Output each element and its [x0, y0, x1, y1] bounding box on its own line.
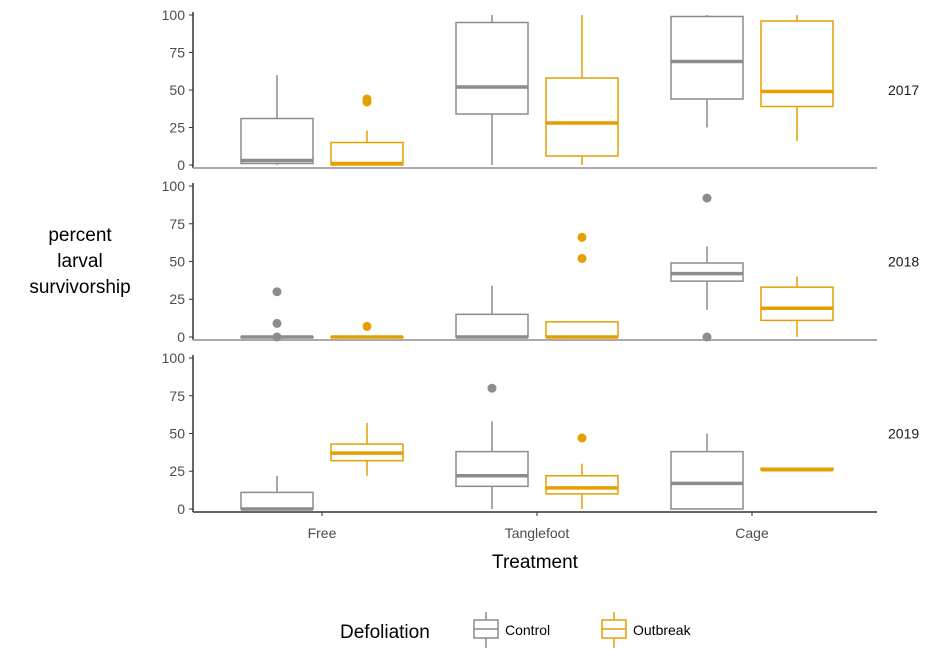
- outlier-point: [362, 321, 372, 331]
- outlier-point: [577, 232, 587, 242]
- facet-strip-label: 2019: [888, 426, 919, 442]
- box-iqr: [455, 313, 529, 338]
- box-iqr: [330, 141, 404, 166]
- facet-strip-label: 2018: [888, 254, 919, 270]
- box-control-cage: [670, 15, 744, 128]
- y-tick-label: 0: [177, 157, 185, 173]
- outlier-point: [272, 318, 282, 328]
- legend-label: Outbreak: [633, 622, 692, 638]
- legend-title: Defoliation: [340, 622, 430, 643]
- box-outbreak-tanglefoot: [545, 433, 619, 509]
- facet-panel-2018: 0 25 50 75 100 2018: [162, 178, 920, 345]
- box-outbreak-tanglefoot: [545, 232, 619, 339]
- box-outbreak-free: [330, 94, 404, 166]
- y-tick-label: 75: [169, 216, 185, 232]
- box-iqr: [545, 475, 619, 495]
- outlier-point: [272, 332, 282, 342]
- box-control-tanglefoot: [455, 285, 529, 339]
- facet-strip-label: 2017: [888, 82, 919, 98]
- box-outbreak-free: [330, 422, 404, 476]
- x-tick-label: Free: [308, 525, 337, 541]
- box-control-cage: [670, 193, 744, 342]
- outlier-point: [362, 94, 372, 104]
- box-iqr: [760, 20, 834, 108]
- box-outbreak-cage: [760, 276, 834, 337]
- y-axis-title-line-3: survivorship: [29, 277, 130, 298]
- legend-key-control: Control: [473, 612, 550, 648]
- box-iqr: [670, 450, 744, 510]
- box-iqr: [455, 450, 529, 488]
- y-tick-label: 0: [177, 501, 185, 517]
- box-control-free: [240, 287, 314, 342]
- facet-panel-2019: 0 25 50 75 100 2019 Free Tanglefoot Cage: [162, 350, 920, 541]
- facet-panel-2017: 0 25 50 75 100 2017: [162, 7, 920, 173]
- y-tick-label: 50: [169, 254, 185, 270]
- y-tick-label: 100: [162, 350, 186, 366]
- y-tick-label: 100: [162, 178, 186, 194]
- box-control-free: [240, 75, 314, 165]
- box-iqr: [240, 117, 314, 165]
- facet-panels: 0 25 50 75 100 2017 0 25 50 75 100 2018 0 25 50 75 100 20…: [162, 7, 920, 541]
- y-tick-label: 25: [169, 463, 185, 479]
- outlier-point: [577, 433, 587, 443]
- box-outbreak-cage: [760, 15, 834, 141]
- box-control-free: [240, 475, 314, 511]
- outlier-point: [577, 253, 587, 263]
- box-iqr: [545, 77, 619, 157]
- x-tick-label: Cage: [735, 525, 769, 541]
- box-outbreak-tanglefoot: [545, 15, 619, 165]
- y-tick-label: 0: [177, 329, 185, 345]
- outlier-point: [702, 332, 712, 342]
- box-control-cage: [670, 433, 744, 510]
- box-iqr: [455, 21, 529, 115]
- legend-label: Control: [505, 622, 550, 638]
- box-iqr: [760, 286, 834, 322]
- box-iqr: [545, 321, 619, 338]
- box-control-tanglefoot: [455, 15, 529, 165]
- y-tick-label: 50: [169, 82, 185, 98]
- outlier-point: [272, 287, 282, 297]
- outlier-point: [702, 193, 712, 203]
- y-axis-title-line-2: larval: [57, 251, 102, 272]
- box-outbreak-free: [330, 321, 404, 339]
- y-tick-label: 75: [169, 45, 185, 61]
- box-outbreak-cage: [760, 467, 834, 472]
- x-tick-label: Tanglefoot: [505, 525, 570, 541]
- legend-key-outbreak: Outbreak: [601, 612, 692, 648]
- y-tick-label: 25: [169, 291, 185, 307]
- y-tick-label: 25: [169, 120, 185, 136]
- y-tick-label: 100: [162, 7, 186, 23]
- y-tick-label: 75: [169, 388, 185, 404]
- box-iqr: [240, 491, 314, 510]
- outlier-point: [487, 383, 497, 393]
- y-axis-title-line-1: percent: [48, 225, 112, 246]
- legend: Defoliation Control Outbreak: [340, 612, 692, 648]
- box-control-tanglefoot: [455, 383, 529, 509]
- y-tick-label: 50: [169, 426, 185, 442]
- x-axis-title: Treatment: [492, 552, 579, 573]
- box-iqr: [670, 15, 744, 100]
